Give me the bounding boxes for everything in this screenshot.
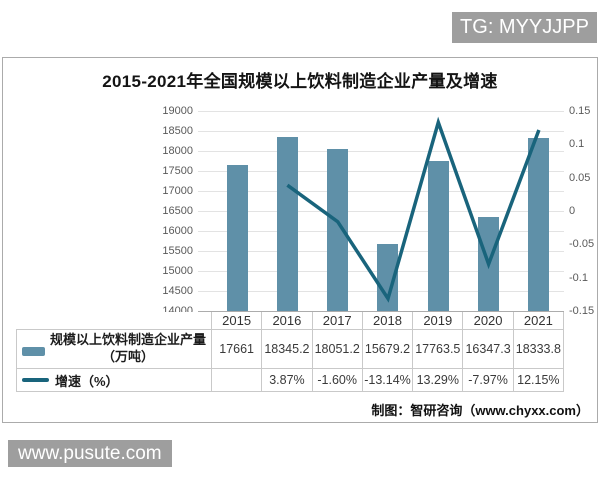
growth-value-cell: -1.60%	[312, 369, 363, 392]
axis-tick: 18500	[162, 125, 193, 137]
axis-tick: 17000	[162, 185, 193, 197]
watermark-badge: www.pusute.com	[8, 440, 172, 467]
production-bar	[327, 149, 349, 311]
gridline	[198, 211, 564, 212]
axis-tick: 14500	[162, 285, 193, 297]
legend-production: 规模以上饮料制造企业产量 （万吨）	[16, 330, 212, 369]
axis-tick: 0	[569, 204, 576, 217]
year-cell: 2018	[362, 312, 414, 330]
growth-value-cell: -7.97%	[463, 369, 514, 392]
plot-area	[198, 111, 564, 312]
bar-column	[212, 111, 262, 311]
chart-title: 2015-2021年全国规模以上饮料制造企业产量及增速	[102, 72, 498, 91]
years-header-spacer	[16, 312, 212, 330]
gridline	[198, 231, 564, 232]
production-value-cell: 15679.2	[362, 330, 414, 369]
gridline	[198, 171, 564, 172]
growth-value-cell: 12.15%	[513, 369, 564, 392]
bar-column	[363, 111, 413, 311]
source-note: 制图：智研咨询（www.chyxx.com）	[371, 403, 589, 418]
data-table: 2015 2016 2017 2018 2019 2020 2021 规模以上饮料制造企业产量…	[16, 312, 564, 392]
axis-tick: 15000	[162, 265, 193, 277]
axis-tick: -0.05	[569, 238, 595, 251]
axis-tick: 0.15	[569, 105, 591, 117]
gridline	[198, 111, 564, 112]
year-cell: 2020	[463, 312, 514, 330]
production-bar	[528, 137, 550, 311]
growth-value-cell: -13.14%	[362, 369, 414, 392]
production-bar	[276, 137, 298, 311]
production-value-cell: 18051.2	[312, 330, 363, 369]
gridline	[198, 131, 564, 132]
year-cell: 2017	[312, 312, 363, 330]
growth-legend-label: 增速（%）	[55, 373, 119, 389]
production-bar	[427, 160, 449, 311]
production-value-cell: 16347.3	[463, 330, 514, 369]
production-value-cell: 17763.5	[413, 330, 464, 369]
year-cell: 2021	[513, 312, 564, 330]
growth-polyline	[286, 116, 541, 303]
line-legend-swatch	[22, 378, 49, 382]
production-value-cell: 18333.8	[513, 330, 564, 369]
growth-value-cell	[212, 369, 263, 392]
production-bar	[377, 243, 399, 311]
chart-panel: 2015-2021年全国规模以上饮料制造企业产量及增速 19000 18500 18…	[2, 57, 598, 423]
year-cell: 2019	[413, 312, 464, 330]
axis-tick: 16500	[162, 205, 193, 217]
axis-tick: 0.1	[569, 138, 585, 151]
production-bar	[226, 164, 248, 311]
year-cell: 2016	[262, 312, 313, 330]
axis-tick: 16000	[162, 225, 193, 237]
growth-value-cell: 13.29%	[413, 369, 464, 392]
bar-column	[262, 111, 312, 311]
axis-tick: 17500	[162, 165, 193, 177]
axis-tick: 18000	[162, 145, 193, 157]
production-legend-label: 规模以上饮料制造企业产量 （万吨）	[49, 332, 206, 364]
axis-tick: -0.1	[569, 271, 588, 284]
growth-line	[286, 116, 541, 303]
gridline	[198, 191, 564, 192]
tg-badge: TG: MYYJJPP	[452, 12, 597, 43]
bar-legend-swatch	[22, 347, 45, 356]
year-cell: 2015	[212, 312, 263, 330]
bar-column	[413, 111, 463, 311]
gridline	[198, 151, 564, 152]
axis-tick: -0.15	[569, 304, 595, 317]
axis-tick: 19000	[162, 105, 193, 117]
bar-column	[514, 111, 564, 311]
production-value-cell: 18345.2	[262, 330, 313, 369]
axis-tick: 0.05	[569, 171, 591, 184]
production-value-cell: 17661	[212, 330, 263, 369]
legend-growth: 增速（%）	[16, 369, 212, 392]
axis-tick: 15500	[162, 245, 193, 257]
bar-column	[313, 111, 363, 311]
growth-value-cell: 3.87%	[262, 369, 313, 392]
